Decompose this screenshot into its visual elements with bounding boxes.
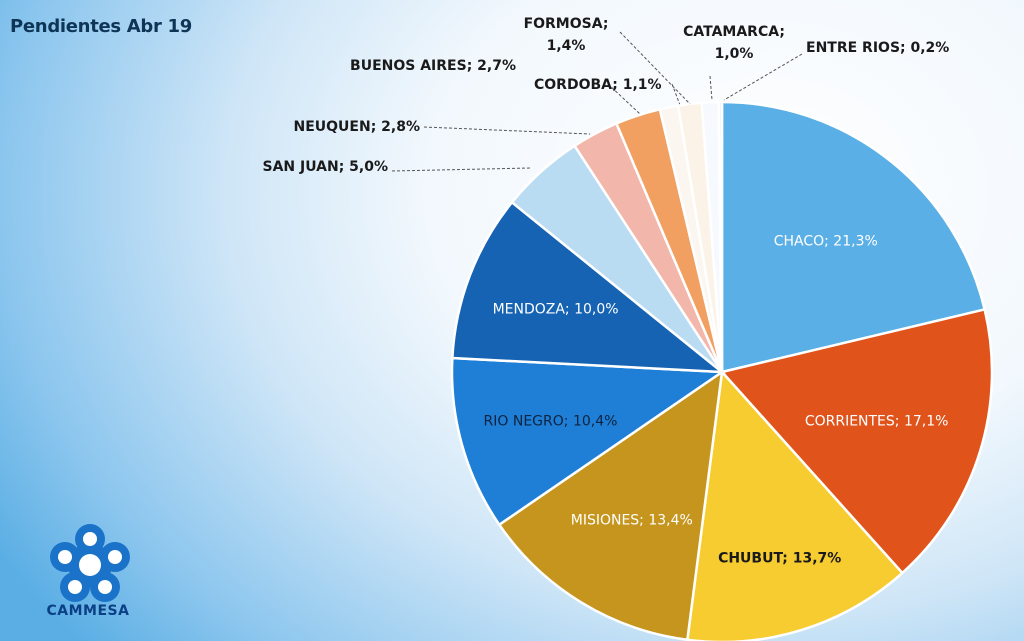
data-label-catamarca: CATAMARCA; 1,0%: [683, 24, 785, 62]
data-label-entre-rios: ENTRE RIOS; 0,2%: [806, 40, 949, 56]
pie-slice-mendoza: [451, 200, 726, 374]
data-label-neuquen: NEUQUEN; 2,8%: [294, 119, 421, 135]
pie-slice-misiones: [497, 369, 724, 641]
data-label-misiones: MISIONES; 13,4%: [571, 512, 693, 528]
pie-slice-corrientes: [719, 307, 994, 575]
leader-line-san-juan: [391, 167, 531, 172]
data-label-mendoza: MENDOZA; 10,0%: [493, 301, 619, 317]
data-label-rio-negro: RIO NEGRO; 10,4%: [484, 413, 618, 429]
leader-line-cordoba: [671, 83, 681, 106]
leader-line-neuquen: [423, 126, 591, 135]
data-label-san-juan: SAN JUAN; 5,0%: [262, 159, 388, 175]
data-label-buenos-aires: BUENOS AIRES; 2,7%: [350, 58, 516, 74]
data-label-formosa: FORMOSA; 1,4%: [524, 16, 609, 54]
data-label-chaco: CHACO; 21,3%: [774, 234, 878, 250]
pie-slice-rio-negro: [450, 356, 726, 527]
data-label-chubut: CHUBUT; 13,7%: [718, 551, 841, 567]
chart-title: Pendientes Abr 19: [10, 16, 192, 37]
leader-line-entre-rios: [723, 53, 803, 101]
data-label-corrientes: CORRIENTES; 17,1%: [805, 413, 949, 429]
cammesa-logo-icon: [50, 524, 130, 602]
leader-line-formosa: [619, 31, 691, 105]
leader-line-buenos-aires: [607, 83, 641, 115]
data-label-cordoba: CORDOBA; 1,1%: [534, 77, 662, 93]
pie-slice-chubut: [685, 369, 905, 641]
leader-line-catamarca: [709, 75, 713, 101]
pie-slice-chaco: [720, 100, 987, 374]
pie-slice-entre-rios: [717, 100, 724, 373]
logo-text: CAMMESA: [46, 603, 130, 619]
